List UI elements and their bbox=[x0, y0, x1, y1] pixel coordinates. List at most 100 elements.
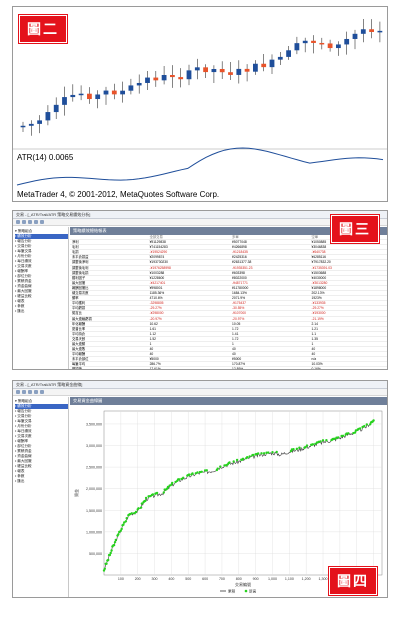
candlestick-chart bbox=[13, 19, 387, 186]
cell-value: 17.61% bbox=[147, 366, 231, 369]
row-label: 最大回撤 bbox=[70, 280, 148, 286]
x-tick-label: 700 bbox=[219, 577, 225, 581]
new-high-point bbox=[109, 551, 112, 555]
new-high-point bbox=[118, 530, 121, 534]
figure-label-2: 圖二 bbox=[19, 15, 67, 43]
new-high-point bbox=[140, 502, 144, 505]
cell-value: 1923% bbox=[309, 295, 387, 302]
cell-value: 40 bbox=[147, 351, 231, 358]
candle bbox=[87, 87, 92, 104]
new-high-point bbox=[196, 471, 199, 474]
tree-item[interactable]: • 累積資金 bbox=[15, 279, 32, 283]
candle bbox=[20, 121, 26, 132]
tree-item[interactable]: • 權益比較 bbox=[15, 464, 32, 468]
candle bbox=[277, 52, 283, 66]
tree-item[interactable]: • 月份分析 bbox=[15, 254, 32, 258]
tree-item[interactable]: • 累積資金 bbox=[15, 449, 32, 453]
cell-value: ¥2099874 bbox=[147, 254, 231, 261]
new-high-point bbox=[110, 549, 113, 552]
row-label: 總交易次數 bbox=[70, 290, 148, 297]
tree-item[interactable]: • 績效分析 bbox=[15, 234, 68, 239]
tree-item[interactable]: • 每筆交易 bbox=[15, 419, 32, 423]
new-high-point bbox=[262, 452, 266, 455]
tree-item[interactable]: • 匯出 bbox=[15, 479, 25, 483]
x-tick-label: 1,200 bbox=[302, 577, 311, 581]
cell-value: 10.03% bbox=[309, 361, 387, 368]
cell-value: ¥5000 bbox=[230, 356, 310, 363]
save-icon[interactable] bbox=[22, 220, 26, 224]
candle bbox=[294, 36, 300, 55]
tree-item[interactable]: ▾ 策略組合 bbox=[15, 399, 33, 403]
open-icon[interactable] bbox=[16, 220, 20, 224]
x-tick-label: 400 bbox=[168, 577, 174, 581]
copy-icon[interactable] bbox=[34, 220, 38, 224]
table-row: 平均獲利 -3298805 -¥175437 -¥133935 bbox=[70, 300, 387, 307]
cell-value: ¥1003288 bbox=[147, 270, 231, 276]
tree-item[interactable]: • 最大回撤 bbox=[15, 289, 32, 293]
row-label: 平均持倉 bbox=[70, 331, 148, 337]
new-high-point bbox=[358, 427, 362, 430]
row-label: 獲利因子 bbox=[70, 275, 148, 281]
tree-item[interactable]: • 報告分析 bbox=[15, 239, 32, 243]
new-high-point bbox=[174, 480, 177, 484]
print-icon[interactable] bbox=[28, 220, 32, 224]
cell-value: 10.62 bbox=[147, 321, 231, 327]
new-high-point bbox=[122, 523, 125, 526]
candle bbox=[53, 97, 59, 119]
candle bbox=[219, 61, 225, 79]
tree-item[interactable]: • 報酬率 bbox=[15, 439, 29, 443]
tree-item[interactable]: • 匯出 bbox=[15, 309, 25, 313]
table-row: 獎賞比 -¥298000 -¥107000 -¥193000 bbox=[70, 310, 387, 317]
tree-item[interactable]: • 報表 bbox=[15, 299, 25, 303]
zoom-icon[interactable] bbox=[40, 390, 44, 394]
zoom-icon[interactable] bbox=[40, 220, 44, 224]
open-icon[interactable] bbox=[16, 390, 20, 394]
tree-item[interactable]: • 權益比較 bbox=[15, 294, 32, 298]
new-high-point bbox=[144, 499, 147, 503]
table-row: 平均報酬 40 40 40 bbox=[70, 351, 387, 358]
candle bbox=[203, 64, 208, 78]
x-tick-label: 300 bbox=[152, 577, 158, 581]
save-icon[interactable] bbox=[22, 390, 26, 394]
row-label: 年化報酬 bbox=[70, 321, 148, 327]
tree-item[interactable]: • 交易分析 bbox=[15, 244, 32, 248]
tree-item[interactable]: • 月份分析 bbox=[15, 424, 32, 428]
tree-item[interactable]: • 參數 bbox=[15, 304, 25, 308]
cell-value: 1 bbox=[309, 341, 387, 348]
tree-item[interactable]: • 參數 bbox=[15, 474, 25, 478]
legend: 累積 新高 bbox=[220, 589, 257, 594]
tree-item[interactable]: • 每日績效 bbox=[15, 259, 32, 263]
copy-icon[interactable] bbox=[34, 390, 38, 394]
report-tree: ▾ 策略組合 • 績效分析 • 報告分析 • 交易分析 • 每筆交易 • 月份分… bbox=[13, 397, 69, 597]
cell-value: -¥4871771 bbox=[230, 280, 310, 286]
cell-value: ¥2631377.38 bbox=[230, 259, 310, 266]
tree-item[interactable]: • 報酬率 bbox=[15, 269, 29, 273]
cell-value: 1.41 bbox=[230, 331, 310, 337]
tree-item[interactable]: • 交易次數 bbox=[15, 264, 32, 268]
tree-item[interactable]: • 每日績效 bbox=[15, 429, 32, 433]
tree-item[interactable]: • 部位分析 bbox=[15, 274, 32, 278]
tree-item[interactable]: • 資金曲線 bbox=[15, 284, 32, 288]
print-icon[interactable] bbox=[28, 390, 32, 394]
row-label: 每筆平均 bbox=[70, 361, 148, 368]
new-high-point bbox=[232, 460, 235, 463]
tree-item[interactable]: ▾ 策略組合 bbox=[15, 229, 33, 233]
new-high-point bbox=[200, 470, 203, 473]
x-tick-label: 900 bbox=[253, 577, 259, 581]
tree-item[interactable]: • 部位分析 bbox=[15, 444, 32, 448]
cell-value: 1 bbox=[230, 341, 310, 348]
tree-item[interactable]: • 交易分析 bbox=[15, 414, 32, 418]
tree-item[interactable]: • 交易次數 bbox=[15, 434, 32, 438]
tree-item[interactable]: • 績效分析 bbox=[15, 404, 68, 409]
tree-item[interactable]: • 報表 bbox=[15, 469, 25, 473]
tree-item[interactable]: • 最大回撤 bbox=[15, 459, 32, 463]
cell-value: n/a bbox=[309, 356, 387, 363]
tree-item[interactable]: • 報告分析 bbox=[15, 409, 32, 413]
cell-value: -¥1976258998 bbox=[147, 265, 231, 271]
row-label: 勝率 bbox=[70, 295, 148, 302]
candle bbox=[178, 68, 184, 88]
cell-value: 10.05 bbox=[230, 321, 310, 327]
tree-item[interactable]: • 每筆交易 bbox=[15, 249, 32, 253]
new-high-point bbox=[108, 553, 112, 557]
tree-item[interactable]: • 資金曲線 bbox=[15, 454, 32, 458]
